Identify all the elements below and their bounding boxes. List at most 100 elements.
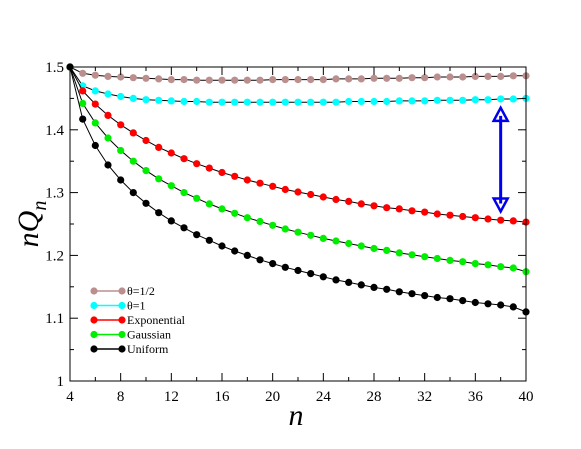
data-point — [307, 231, 315, 239]
data-point — [79, 99, 87, 107]
data-point — [218, 242, 226, 250]
y-tick-label: 1.2 — [45, 248, 64, 264]
data-point — [319, 273, 327, 281]
data-point — [180, 155, 188, 163]
x-tick-label: 40 — [519, 389, 534, 405]
x-tick-label: 8 — [117, 389, 125, 405]
data-point — [117, 121, 125, 129]
legend-label: Exponential — [127, 313, 186, 327]
data-point — [193, 160, 201, 168]
legend-swatch-marker — [90, 287, 98, 295]
legend-swatch-marker — [90, 345, 98, 353]
data-point — [484, 300, 492, 308]
data-point — [332, 75, 340, 83]
data-point — [509, 264, 517, 272]
legend-swatch-marker — [90, 330, 98, 339]
data-point — [408, 251, 416, 259]
arrow-head-down — [491, 197, 510, 215]
data-point — [433, 96, 441, 104]
data-point — [433, 293, 441, 302]
data-point — [345, 197, 353, 205]
data-point — [459, 258, 467, 266]
data-point — [155, 175, 163, 183]
data-point — [281, 76, 289, 84]
data-point — [269, 260, 277, 268]
y-tick-label: 1 — [57, 374, 65, 390]
legend-label: Gaussian — [127, 328, 171, 342]
series-line — [69, 66, 527, 103]
data-point — [243, 98, 251, 106]
data-point — [294, 76, 302, 84]
data-point — [383, 74, 391, 82]
data-point — [218, 168, 226, 177]
data-point — [281, 98, 289, 106]
data-point — [91, 119, 99, 127]
data-point — [155, 96, 163, 104]
data-point — [155, 75, 163, 83]
data-point — [129, 94, 137, 102]
data-point — [395, 97, 403, 105]
legend-swatch-marker — [118, 287, 126, 295]
data-point — [446, 96, 454, 104]
data-point — [269, 98, 277, 106]
data-point — [509, 303, 517, 311]
data-point — [117, 146, 125, 155]
legend-item: Uniform — [90, 342, 169, 356]
data-point — [459, 297, 467, 305]
x-tick-label: 20 — [265, 389, 280, 405]
data-point — [243, 214, 251, 222]
data-point — [180, 224, 188, 232]
data-point — [370, 283, 378, 291]
data-point — [395, 205, 403, 213]
legend-swatch-marker — [118, 345, 126, 353]
x-tick-label: 4 — [66, 389, 74, 405]
data-point — [193, 194, 201, 202]
data-point — [332, 98, 340, 106]
legend-swatch-marker — [90, 301, 98, 310]
data-point — [193, 97, 201, 106]
series-line — [69, 66, 527, 273]
data-point — [231, 172, 239, 180]
data-point — [332, 276, 340, 284]
data-point — [155, 143, 163, 151]
data-point — [307, 98, 315, 106]
x-axis-label: n — [289, 399, 304, 432]
data-point — [497, 95, 505, 103]
data-point — [256, 256, 264, 264]
data-point — [180, 76, 188, 84]
x-tick-label: 36 — [468, 389, 484, 405]
data-point — [167, 182, 175, 190]
data-point — [294, 228, 302, 236]
data-point — [243, 76, 251, 84]
data-point — [129, 74, 137, 82]
data-point — [294, 98, 302, 106]
data-point — [281, 263, 289, 271]
data-point — [243, 176, 251, 184]
x-tick-label: 24 — [316, 389, 332, 405]
data-point — [205, 98, 213, 106]
data-point — [142, 136, 150, 145]
data-point — [484, 96, 492, 104]
legend-label: θ=1 — [127, 299, 146, 313]
data-point — [117, 176, 125, 184]
data-point — [167, 97, 175, 105]
data-point — [446, 211, 454, 219]
data-point — [307, 270, 315, 278]
data-point — [421, 74, 429, 82]
data-point — [307, 190, 315, 199]
y-tick-label: 1.5 — [45, 60, 64, 76]
data-point — [345, 97, 353, 106]
data-point — [129, 129, 137, 137]
x-tick-label: 32 — [417, 389, 432, 405]
data-point — [243, 251, 251, 259]
data-point — [446, 256, 454, 264]
data-point — [104, 90, 112, 98]
data-point — [408, 290, 416, 298]
data-point — [383, 246, 391, 254]
legend-item: θ=1 — [90, 299, 146, 313]
data-point — [383, 204, 391, 212]
data-point — [497, 72, 505, 80]
data-point — [509, 72, 517, 80]
data-point — [117, 92, 125, 101]
